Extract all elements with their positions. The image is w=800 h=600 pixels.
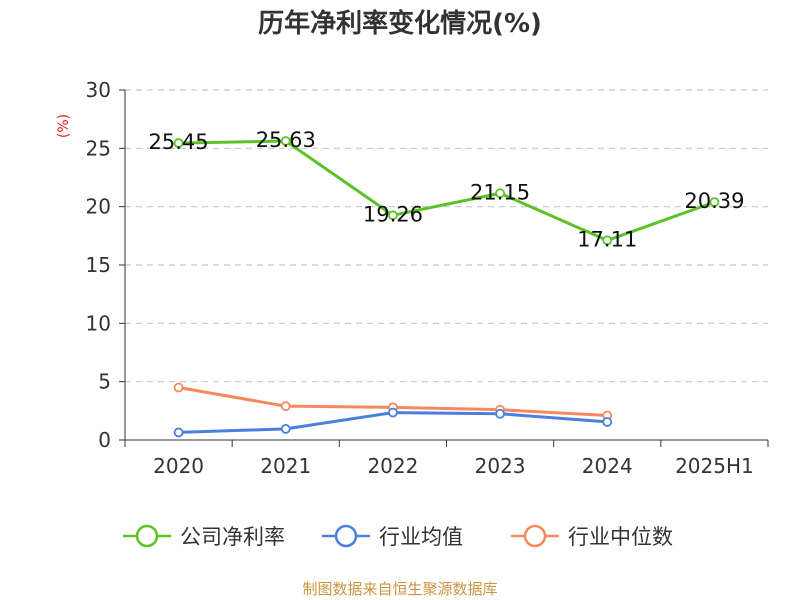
legend-marker [523,524,547,548]
x-tick-label: 2024 [582,454,633,478]
data-point [602,417,613,427]
data-point [602,235,613,246]
y-tick-label: 10 [86,311,111,335]
legend-label: 行业中位数 [568,525,673,549]
data-point [280,136,291,146]
axes: 0 5 10 15 20 25 30 2020 2021 2022 2023 2024 2025H1 [86,78,769,478]
legend-item-0[interactable]: 公司净利率 [123,524,285,549]
data-label: 21.15 [470,180,530,204]
data-point [280,424,291,434]
legend-label: 公司净利率 [180,525,285,549]
data-point [173,138,184,148]
chart-title: 历年净利率变化情况(%) [258,8,542,39]
x-tick-label: 2022 [367,454,418,478]
data-point [173,427,184,438]
legend-marker [334,524,358,548]
data-label: 17.11 [577,227,637,251]
grid-lines [125,89,768,383]
legend-item-1[interactable]: 行业均值 [322,524,463,549]
data-label: 20.39 [684,189,744,213]
legend-marker [135,524,159,548]
data-point [388,210,398,221]
series-group: 25.45 25.63 19.26 21.15 17.11 20.39 [149,128,744,438]
legend[interactable]: 公司净利率 行业均值 行业中位数 [123,524,673,549]
y-tick-label: 20 [86,195,111,219]
data-point [495,408,505,419]
y-tick-label: 0 [98,428,111,452]
x-tick-label: 2020 [153,454,204,478]
data-label: 19.26 [363,202,423,226]
data-point [173,382,184,393]
data-label: 25.63 [256,128,316,152]
legend-label: 行业均值 [379,525,463,549]
y-unit-label: (%) [56,114,72,138]
data-point [388,407,398,418]
x-tick-label: 2023 [475,454,526,478]
y-tick-label: 30 [86,78,111,102]
y-tick-label: 25 [86,136,111,160]
legend-item-2[interactable]: 行业中位数 [511,524,673,549]
x-tick-label: 2021 [260,454,311,478]
x-tick-label: 2025H1 [675,454,754,478]
y-tick-label: 15 [86,253,111,277]
series-line-0 [178,139,715,242]
data-point [280,401,291,412]
y-tick-label: 5 [98,370,111,394]
data-label: 25.45 [149,130,209,154]
data-point [709,197,720,208]
data-point [495,188,505,199]
source-note: 制图数据来自恒生聚源数据库 [302,580,497,598]
